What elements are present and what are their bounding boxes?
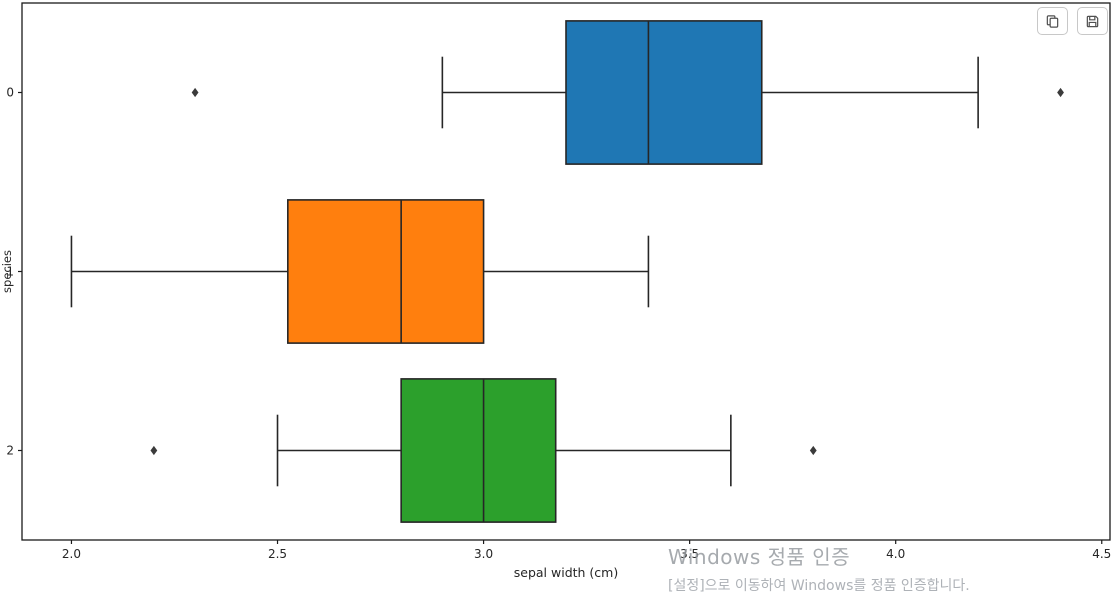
save-icon xyxy=(1086,15,1099,27)
y-tick-label: 2 xyxy=(6,444,14,458)
save-output-button[interactable] xyxy=(1077,7,1108,35)
y-tick-label: 0 xyxy=(6,86,14,100)
x-axis-label: sepal width (cm) xyxy=(514,565,618,580)
copy-output-button[interactable] xyxy=(1037,7,1068,35)
x-tick-label: 4.5 xyxy=(1092,547,1111,561)
outlier-marker xyxy=(809,445,817,456)
x-tick-label: 3.0 xyxy=(474,547,493,561)
output-toolbar xyxy=(1037,7,1108,35)
x-tick-label: 3.5 xyxy=(680,547,699,561)
box xyxy=(287,199,485,344)
box-species-0 xyxy=(191,20,1064,165)
outlier-marker xyxy=(150,445,158,456)
x-tick-label: 2.0 xyxy=(62,547,81,561)
copy-icon xyxy=(1046,14,1059,28)
box xyxy=(400,378,557,523)
outlier-marker xyxy=(1057,87,1064,98)
x-tick-label: 2.5 xyxy=(268,547,287,561)
outlier-marker xyxy=(191,87,199,98)
box-species-2 xyxy=(150,378,817,523)
y-tick-label: 1 xyxy=(6,265,14,279)
box xyxy=(565,20,763,165)
y-axis-label: species xyxy=(0,250,14,293)
box-species-1 xyxy=(70,199,650,344)
x-tick-label: 4.0 xyxy=(886,547,905,561)
